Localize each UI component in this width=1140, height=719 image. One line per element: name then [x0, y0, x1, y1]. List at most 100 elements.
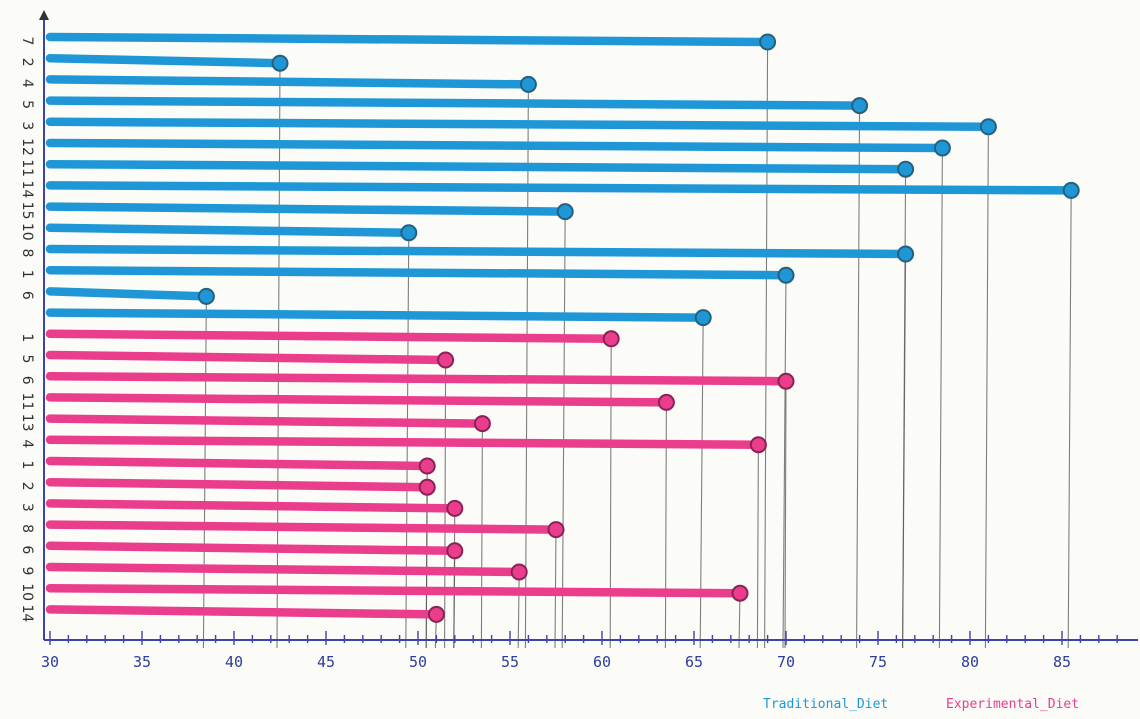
row-label: 12	[19, 138, 35, 156]
row-label: 9	[19, 567, 35, 576]
x-tick-label: 55	[501, 653, 519, 671]
x-ticks: 30 35 40 45 50 55 60 65 70 75 80 85	[41, 631, 1118, 671]
data-point	[519, 75, 537, 93]
data-point	[777, 372, 795, 390]
data-point	[446, 542, 464, 560]
data-point	[473, 415, 491, 433]
x-tick-label: 65	[685, 653, 703, 671]
bar	[45, 414, 487, 428]
data-point	[851, 97, 869, 115]
row-label: 11	[19, 159, 35, 177]
row-label: 6	[19, 545, 35, 554]
data-point	[979, 118, 997, 136]
data-point	[418, 478, 436, 496]
bar	[45, 499, 460, 513]
x-tick-label: 30	[41, 653, 59, 671]
x-tick-label: 35	[133, 653, 151, 671]
x-tick-label: 40	[225, 653, 243, 671]
row-label: 2	[19, 482, 35, 491]
data-point	[437, 351, 455, 369]
drop-line	[561, 209, 566, 649]
data-point	[427, 605, 445, 623]
data-point	[418, 457, 436, 475]
data-point	[197, 287, 215, 305]
bar	[45, 308, 708, 322]
bar	[45, 329, 616, 344]
row-label: 7	[19, 37, 35, 46]
drop-lines	[202, 39, 1072, 649]
bar	[45, 223, 414, 238]
bar	[45, 202, 570, 216]
data-point	[749, 436, 767, 454]
x-tick-label: 45	[317, 653, 335, 671]
bar	[45, 117, 993, 132]
x-tick-label: 75	[869, 653, 887, 671]
drop-line	[425, 485, 428, 649]
bar	[45, 96, 864, 110]
bar	[45, 456, 432, 471]
bar	[45, 244, 910, 259]
legend: Traditional_Diet Experimental_Diet	[763, 697, 1079, 712]
legend-entry: Traditional_Diet	[763, 697, 888, 712]
drop-line	[453, 548, 456, 649]
row-label: 10	[19, 583, 35, 601]
data-point	[547, 521, 565, 539]
row-label: 15	[19, 202, 35, 220]
row-label: 3	[19, 503, 35, 512]
drop-line	[902, 251, 907, 649]
row-label: 4	[19, 79, 35, 88]
row-label: 6	[19, 291, 35, 300]
row-label: 5	[19, 355, 35, 364]
row-label: 5	[19, 100, 35, 109]
data-point	[731, 584, 749, 602]
row-label: 14	[19, 180, 35, 198]
legend-entry: Experimental_Diet	[946, 697, 1079, 712]
row-label: 2	[19, 58, 35, 67]
bars	[45, 32, 1080, 623]
bar	[45, 138, 947, 153]
bar	[45, 32, 772, 47]
data-point	[657, 393, 675, 411]
data-point	[400, 224, 418, 242]
bar	[45, 159, 910, 174]
bar	[45, 605, 441, 619]
x-tick-label: 60	[593, 653, 611, 671]
bar	[45, 541, 460, 556]
bar	[45, 477, 432, 492]
drop-line	[784, 379, 787, 649]
bar	[45, 181, 1076, 195]
row-label: 6	[19, 376, 35, 385]
bar	[45, 371, 791, 386]
drop-line	[524, 82, 529, 649]
data-point	[897, 245, 915, 263]
data-point	[271, 54, 289, 72]
drop-line	[517, 569, 520, 649]
drop-line	[480, 421, 483, 649]
row-label: 13	[19, 414, 35, 432]
row-label: 8	[19, 524, 35, 533]
data-point	[446, 499, 464, 517]
row-label: 1	[19, 461, 35, 470]
y-axis-arrow	[39, 10, 49, 20]
data-point	[777, 266, 795, 284]
drop-line	[856, 103, 861, 649]
data-point	[602, 330, 620, 348]
bar	[45, 393, 671, 407]
data-point	[510, 563, 528, 581]
bar	[45, 75, 533, 89]
drop-line	[764, 39, 769, 649]
data-point	[556, 203, 574, 221]
drop-line	[984, 124, 989, 649]
bar	[45, 350, 450, 365]
data-point	[759, 33, 777, 51]
row-label: 14	[19, 604, 35, 622]
drop-line	[444, 357, 447, 649]
bar	[45, 53, 285, 68]
drop-line	[938, 145, 943, 649]
bar	[45, 562, 524, 577]
drop-line	[782, 273, 787, 649]
row-label: 4	[19, 439, 35, 448]
row-label: 1	[19, 270, 35, 279]
row-label: 11	[19, 392, 35, 410]
